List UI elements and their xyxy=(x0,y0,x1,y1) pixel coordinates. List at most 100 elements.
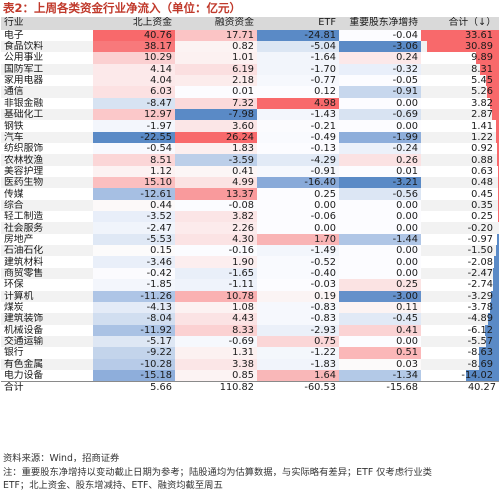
value-cell-rz: -0.69 xyxy=(175,335,257,348)
total-sum-total: 40.27 xyxy=(421,381,499,394)
industry-name: 电力设备 xyxy=(1,369,93,382)
value-cell-nb: 4.04 xyxy=(93,74,175,87)
table-title: 表2：上周各类资金行业净流入（单位：亿元） xyxy=(3,1,241,15)
value-cell-gd: 0.25 xyxy=(339,279,421,291)
total-value: 0.25 xyxy=(471,211,493,223)
total-cell: -14.02 xyxy=(421,369,499,382)
total-value: 0.48 xyxy=(471,177,493,189)
industry-name: 钢铁 xyxy=(1,120,93,132)
value-cell-nb: 38.17 xyxy=(93,40,175,53)
value-cell-rz: 6.19 xyxy=(175,63,257,75)
total-value: -1.50 xyxy=(467,245,493,257)
total-bar xyxy=(490,97,499,109)
total-value: 1.41 xyxy=(471,120,493,132)
total-bar xyxy=(498,199,499,212)
value-cell-gd: 0.01 xyxy=(339,165,421,178)
value-cell-rz: -1.65 xyxy=(175,267,257,280)
industry-name: 家用电器 xyxy=(1,74,93,87)
header-etf: ETF xyxy=(257,17,339,30)
value-cell-gd: -0.91 xyxy=(339,86,421,98)
industry-name: 农林牧渔 xyxy=(1,154,93,166)
industry-name: 煤炭 xyxy=(1,301,93,314)
total-value: -0.97 xyxy=(467,233,493,245)
industry-name: 建筑装饰 xyxy=(1,313,93,325)
total-cell: 9.89 xyxy=(421,52,499,64)
value-cell-gd: -1.34 xyxy=(339,369,421,382)
remark-note-line-2: ETF；北上资金、股东增减持、ETF、融资均截至周五 xyxy=(3,480,223,491)
value-cell-nb: -11.26 xyxy=(93,290,175,302)
total-cell: 8.31 xyxy=(421,63,499,75)
value-cell-nb: -9.22 xyxy=(93,347,175,359)
value-cell-etf: 0.00 xyxy=(257,222,339,234)
total-bar xyxy=(494,256,499,268)
value-cell-gd: -0.04 xyxy=(339,29,421,41)
value-cell-etf: -1.22 xyxy=(257,347,339,359)
total-bar xyxy=(487,313,499,325)
value-cell-etf: 0.12 xyxy=(257,86,339,98)
total-cell: 0.35 xyxy=(421,199,499,212)
header-industry: 行业 xyxy=(1,17,93,30)
value-cell-gd: 0.00 xyxy=(339,199,421,212)
value-cell-etf: -1.49 xyxy=(257,245,339,257)
total-bar xyxy=(486,86,499,98)
total-value: 33.61 xyxy=(464,29,493,41)
total-sum-gd: -15.68 xyxy=(339,381,421,394)
value-cell-nb: -22.55 xyxy=(93,131,175,144)
table-row: 基础化工 12.97 -7.98 -1.43 -0.69 2.87 xyxy=(1,109,499,121)
total-value: -5.57 xyxy=(467,336,493,348)
total-value: -2.74 xyxy=(467,279,493,291)
total-cell: -2.74 xyxy=(421,279,499,291)
value-cell-etf: 0.25 xyxy=(257,188,339,200)
value-cell-etf: -1.64 xyxy=(257,52,339,64)
table-row: 家用电器 4.04 2.18 -0.77 -0.05 5.45 xyxy=(1,74,499,87)
value-cell-rz: -3.59 xyxy=(175,154,257,166)
industry-name: 有色金属 xyxy=(1,358,93,370)
table-row: 轻工制造 -3.52 3.82 -0.06 0.00 0.25 xyxy=(1,211,499,223)
value-cell-rz: 13.37 xyxy=(175,188,257,200)
industry-name: 国防军工 xyxy=(1,63,93,75)
value-cell-nb: -3.52 xyxy=(93,211,175,223)
industry-name: 通信 xyxy=(1,86,93,98)
value-cell-etf: -0.13 xyxy=(257,143,339,155)
footnotes: 资料来源：Wind，招商证券 注：重要股东净增持以变动截止日期为参考；陆股通均为… xyxy=(3,452,499,493)
value-cell-etf: 0.19 xyxy=(257,290,339,302)
value-cell-etf: -24.81 xyxy=(257,29,339,41)
value-cell-gd: 0.41 xyxy=(339,324,421,336)
value-cell-nb: 1.12 xyxy=(93,165,175,178)
total-value: -8.63 xyxy=(467,347,493,359)
total-cell: -8.63 xyxy=(421,347,499,359)
total-cell: -8.69 xyxy=(421,358,499,370)
value-cell-rz: 1.01 xyxy=(175,52,257,64)
value-cell-gd: -3.06 xyxy=(339,40,421,53)
value-cell-gd: 0.00 xyxy=(339,245,421,257)
value-cell-gd: -0.05 xyxy=(339,74,421,87)
table-row: 有色金属 -10.28 3.38 -1.83 0.03 -8.69 xyxy=(1,358,499,370)
industry-name: 公用事业 xyxy=(1,52,93,64)
total-value: -3.29 xyxy=(467,290,493,302)
value-cell-etf: -0.77 xyxy=(257,74,339,87)
total-row: 合计 5.66 110.82 -60.53 -15.68 40.27 xyxy=(1,381,499,394)
source-note: 资料来源：Wind，招商证券 xyxy=(3,453,120,464)
total-bar xyxy=(495,120,499,132)
industry-name: 交通运输 xyxy=(1,335,93,348)
table-row: 美容护理 1.12 0.41 -0.91 0.01 0.63 xyxy=(1,165,499,178)
table-row: 机械设备 -11.92 8.33 -2.93 0.41 -6.12 xyxy=(1,324,499,336)
total-value: 0.45 xyxy=(471,188,493,200)
total-bar xyxy=(492,109,499,121)
total-bar xyxy=(493,267,499,280)
value-cell-gd: 0.51 xyxy=(339,347,421,359)
value-cell-etf: -1.83 xyxy=(257,358,339,370)
total-cell: 0.88 xyxy=(421,154,499,166)
value-cell-rz: 2.26 xyxy=(175,222,257,234)
value-cell-rz: 3.82 xyxy=(175,211,257,223)
table-row: 房地产 -5.53 4.30 1.70 -1.44 -0.97 xyxy=(1,233,499,246)
value-cell-gd: 0.00 xyxy=(339,222,421,234)
table-row: 商贸零售 -0.42 -1.65 -0.40 0.00 -2.47 xyxy=(1,267,499,280)
industry-name: 食品饮料 xyxy=(1,40,93,53)
value-cell-etf: -1.70 xyxy=(257,63,339,75)
value-cell-gd: 0.00 xyxy=(339,335,421,348)
industry-name: 医药生物 xyxy=(1,177,93,189)
table-body: 电子 40.76 17.71 -24.81 -0.04 33.61 食品饮料 38.17 0.8… xyxy=(1,29,499,394)
total-bar xyxy=(496,154,499,166)
total-cell: 5.45 xyxy=(421,74,499,87)
